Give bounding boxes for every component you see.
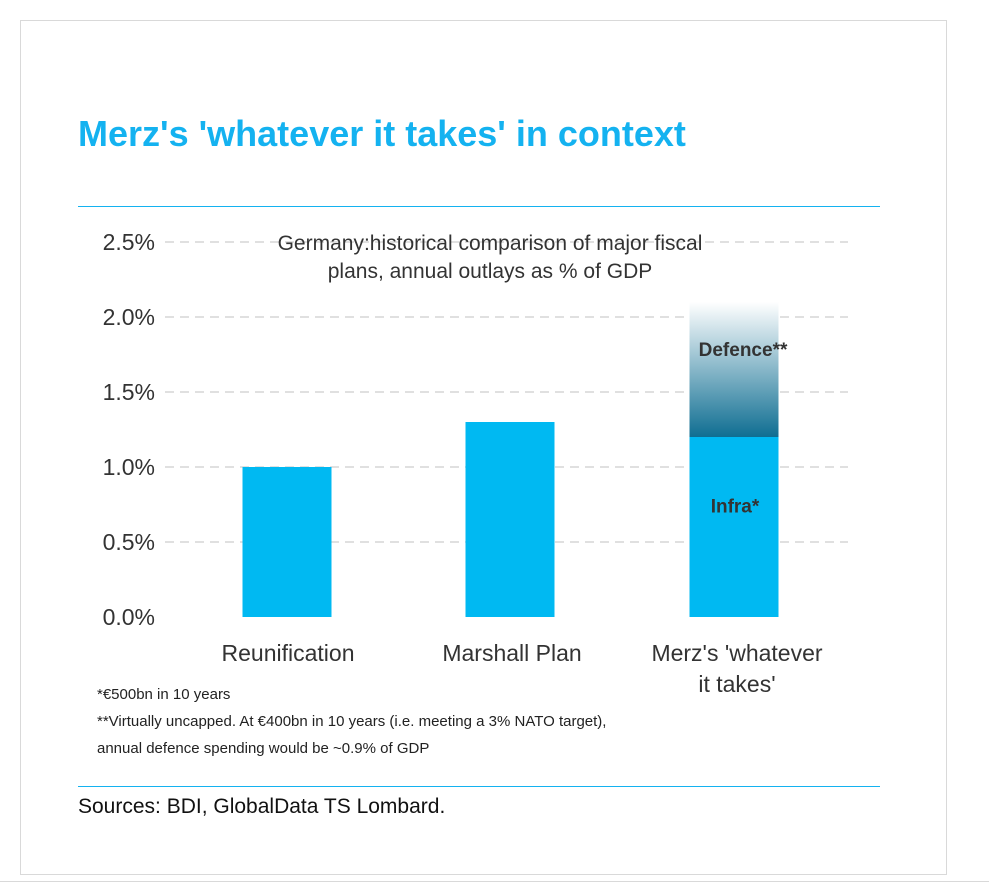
data-labels: Defence** Infra*	[699, 340, 788, 518]
data-label-infra: Infra*	[711, 497, 760, 518]
bar-defence	[689, 302, 779, 437]
x-category-label: Reunification	[222, 640, 355, 666]
y-tick-label: 2.5%	[103, 229, 155, 255]
y-axis-ticks: 0.0% 0.5% 1.0% 1.5% 2.0% 2.5%	[103, 229, 155, 630]
y-tick-label: 0.0%	[103, 604, 155, 630]
chart-subtitle: Germany:historical comparison of major f…	[180, 230, 800, 286]
footer-rule	[78, 786, 880, 787]
y-tick-label: 1.5%	[103, 379, 155, 405]
y-tick-label: 1.0%	[103, 454, 155, 480]
y-tick-label: 2.0%	[103, 304, 155, 330]
data-label-defence: Defence**	[699, 340, 788, 361]
footnote-defence: **Virtually uncapped. At €400bn in 10 ye…	[97, 713, 607, 730]
bar-infra	[242, 467, 332, 617]
page-bottom-border	[0, 881, 989, 882]
subtitle-line: plans, annual outlays as % of GDP	[327, 260, 653, 283]
x-axis-categories: Reunification Marshall Plan Merz's 'whatev…	[222, 640, 823, 697]
bar-infra	[465, 422, 555, 617]
y-tick-label: 0.5%	[103, 529, 155, 555]
chart-title: Merz's 'whatever it takes' in context	[78, 113, 686, 154]
x-category-label: it takes'	[698, 671, 775, 697]
x-category-label: Marshall Plan	[442, 640, 581, 666]
footnote-defence-cont: annual defence spending would be ~0.9% o…	[97, 740, 430, 757]
bar-infra	[689, 437, 779, 617]
subtitle-line: Germany:historical comparison of major f…	[277, 232, 703, 255]
title-rule	[78, 206, 880, 207]
sources-note: Sources: BDI, GlobalData TS Lombard.	[78, 795, 446, 818]
bars	[242, 302, 779, 617]
footnote-infra: *€500bn in 10 years	[97, 686, 231, 703]
x-category-label: Merz's 'whatever	[651, 640, 822, 666]
